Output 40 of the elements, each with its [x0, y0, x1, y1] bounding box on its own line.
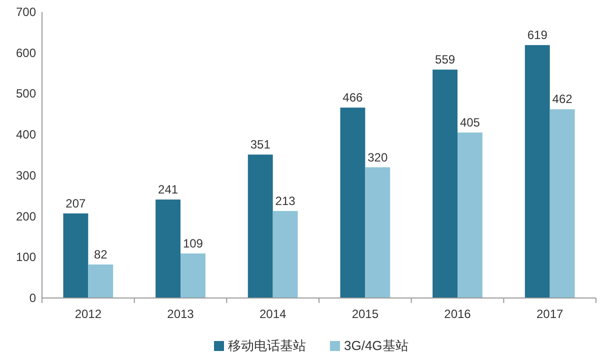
x-tick-label: 2017 [536, 307, 564, 321]
y-tick-label: 200 [16, 209, 36, 224]
y-tick-label: 0 [29, 291, 36, 305]
bar [524, 45, 550, 298]
x-tick-label: 2012 [74, 307, 102, 321]
x-tick-label: 2013 [167, 307, 194, 321]
y-tick-label: 300 [16, 168, 36, 182]
bar [432, 70, 458, 298]
y-tick-label: 600 [16, 46, 36, 60]
y-tick-label: 400 [16, 128, 36, 142]
y-tick-label: 100 [16, 250, 36, 264]
bar [180, 253, 206, 298]
data-label: 241 [158, 182, 178, 197]
data-label: 82 [94, 247, 108, 262]
bar [340, 108, 366, 298]
data-label: 213 [275, 194, 296, 208]
bar [272, 210, 298, 298]
data-label: 320 [368, 150, 388, 164]
bar [63, 213, 88, 298]
legend-label: 3G/4G基站 [344, 338, 408, 353]
bar [550, 109, 575, 298]
legend-label: 移动电话基站 [228, 338, 306, 353]
x-tick-label: 2014 [259, 307, 287, 321]
bar [156, 200, 180, 298]
bar [248, 154, 273, 298]
data-label: 619 [527, 28, 548, 42]
data-label: 351 [250, 138, 271, 152]
data-label: 462 [552, 92, 573, 106]
data-label: 466 [342, 90, 364, 105]
y-tick-label: 700 [16, 5, 36, 19]
bar [88, 264, 114, 298]
data-label: 109 [182, 236, 204, 250]
x-tick-label: 2015 [352, 307, 379, 321]
y-tick-label: 500 [16, 86, 36, 101]
data-label: 207 [66, 196, 86, 210]
x-tick-label: 2016 [444, 307, 472, 321]
data-label: 405 [460, 116, 480, 130]
bar [458, 132, 482, 298]
data-label: 559 [435, 52, 456, 67]
bar [365, 167, 390, 298]
